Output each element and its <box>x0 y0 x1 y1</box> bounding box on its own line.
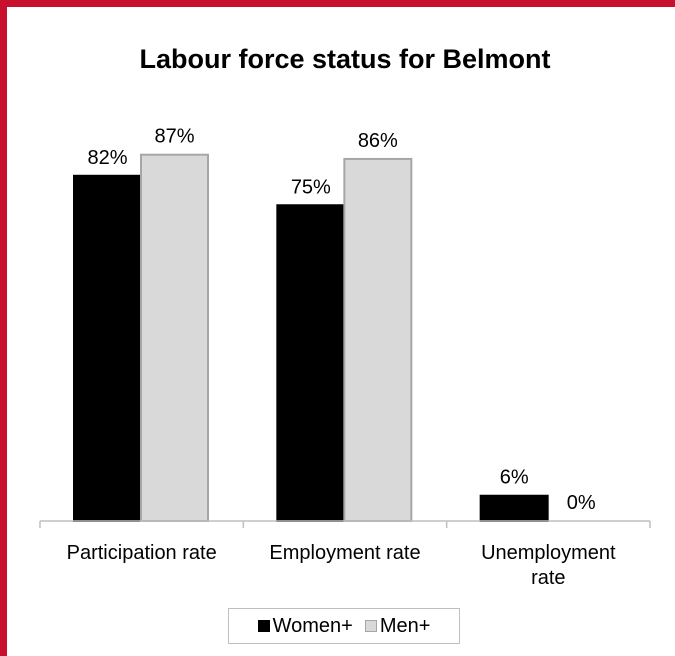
data-label-women-2: 6% <box>500 467 529 489</box>
legend-swatch-men <box>364 620 377 632</box>
bar-women-1 <box>276 204 346 522</box>
data-label-women-1: 75% <box>291 176 331 198</box>
legend-item-men: Men+ <box>364 614 431 638</box>
legend-label-women: Women+ <box>272 614 353 637</box>
legend-label-men: Men+ <box>379 614 431 637</box>
x-tick-label-0: Participation rate <box>67 542 217 564</box>
legend-swatch-women <box>257 620 270 632</box>
x-tick-label-2: Unemployment rate <box>481 542 616 589</box>
legend: Women+ Men+ <box>228 608 460 644</box>
data-label-men-2: 0% <box>567 492 596 514</box>
x-tick-label-1: Employment rate <box>269 542 420 564</box>
bar-men-0 <box>140 153 209 522</box>
data-label-men-0: 87% <box>154 126 194 148</box>
bar-women-0 <box>73 174 142 522</box>
bars-layer: 82% 75% 6% 87% 86% 0% <box>73 126 596 522</box>
frame-top-border <box>0 0 675 7</box>
legend-item-women: Women+ <box>257 614 353 638</box>
chart-title: Labour force status for Belmont <box>139 44 550 74</box>
bar-men-1 <box>343 157 413 522</box>
x-axis: Participation rate Employment rate Unemplo… <box>39 520 651 589</box>
data-label-men-1: 86% <box>358 130 398 152</box>
bar-women-2 <box>479 494 549 522</box>
frame-left-border <box>0 0 7 656</box>
data-label-women-0: 82% <box>87 147 127 169</box>
